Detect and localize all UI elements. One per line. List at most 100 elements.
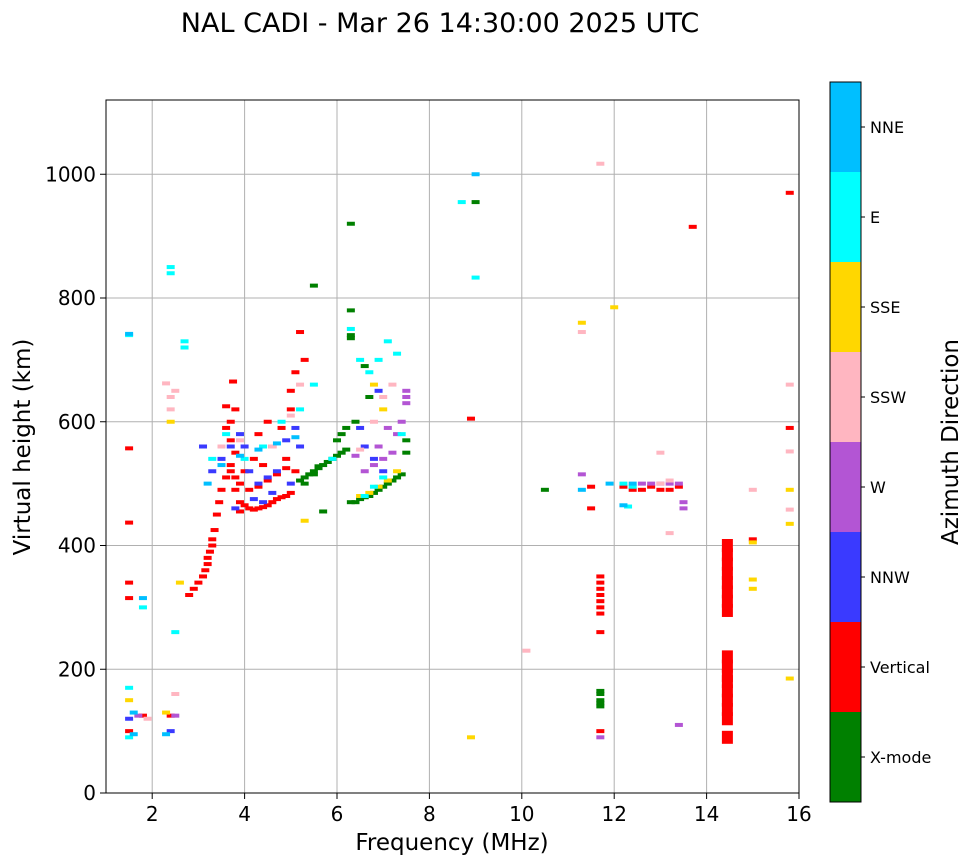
- y-tick-label: 200: [58, 657, 96, 681]
- data-point: [596, 729, 605, 734]
- data-point: [272, 472, 281, 477]
- data-point: [282, 438, 291, 443]
- data-point: [226, 419, 235, 424]
- data-point: [125, 446, 134, 451]
- data-point: [125, 698, 134, 703]
- data-point: [300, 518, 309, 523]
- colorbar-label: E: [870, 208, 880, 227]
- data-point: [235, 481, 244, 486]
- data-point: [143, 716, 152, 721]
- data-point: [721, 539, 733, 552]
- data-point: [785, 676, 794, 681]
- azimuth-colorbar: X-mode Vertical NNW W SSW SSE E NNE: [829, 81, 931, 803]
- data-point: [263, 419, 272, 424]
- data-point: [319, 509, 328, 514]
- data-point: [166, 729, 175, 734]
- data-point: [314, 464, 323, 469]
- x-tick-label: 16: [786, 802, 811, 826]
- data-point: [466, 416, 475, 421]
- data-point: [665, 487, 674, 492]
- data-point: [254, 506, 263, 511]
- data-point: [282, 456, 291, 461]
- data-point: [245, 506, 254, 511]
- data-point: [721, 594, 733, 608]
- data-point: [272, 441, 281, 446]
- colorbar-label: Vertical: [870, 658, 930, 677]
- y-tick-label: 0: [83, 781, 96, 805]
- data-point: [199, 444, 208, 449]
- data-point: [402, 388, 411, 393]
- data-point: [540, 487, 549, 492]
- data-point: [189, 586, 198, 591]
- data-point: [286, 407, 295, 412]
- data-point: [637, 487, 646, 492]
- data-point: [674, 484, 683, 489]
- data-point: [610, 305, 619, 310]
- data-point: [628, 484, 637, 489]
- data-point: [721, 659, 733, 673]
- plot-area: [106, 100, 799, 793]
- data-point: [379, 395, 388, 399]
- data-point: [785, 425, 794, 430]
- data-point: [397, 419, 406, 424]
- data-point: [166, 265, 175, 270]
- data-point: [471, 200, 480, 205]
- data-point: [379, 456, 388, 461]
- data-point: [171, 713, 180, 718]
- data-point: [619, 484, 628, 489]
- data-point: [125, 729, 134, 734]
- data-point: [374, 484, 383, 489]
- y-tick-label: 1000: [45, 162, 96, 186]
- colorbar-segment: [830, 622, 861, 712]
- data-point: [300, 357, 309, 362]
- data-point: [356, 357, 365, 362]
- data-point: [457, 200, 466, 205]
- x-axis-label: Frequency (MHz): [355, 830, 548, 856]
- data-point: [605, 481, 614, 486]
- data-point: [346, 333, 355, 338]
- data-point: [596, 605, 605, 610]
- data-point: [272, 497, 281, 502]
- x-tick-label: 8: [423, 802, 436, 826]
- data-point: [162, 732, 171, 737]
- data-point: [748, 537, 757, 542]
- data-point: [300, 475, 309, 480]
- data-point: [388, 450, 397, 455]
- data-point: [282, 494, 291, 498]
- x-tick-label: 14: [694, 802, 719, 826]
- data-point: [402, 401, 411, 406]
- data-point: [337, 432, 346, 437]
- data-point: [259, 444, 268, 449]
- data-point: [388, 382, 397, 387]
- data-point: [656, 487, 665, 492]
- data-point: [286, 481, 295, 486]
- data-point: [365, 370, 374, 375]
- data-point: [721, 712, 733, 726]
- data-point: [171, 630, 180, 635]
- data-point: [402, 395, 411, 399]
- data-point: [212, 512, 221, 517]
- data-point: [235, 453, 244, 458]
- data-point: [748, 586, 757, 591]
- data-point: [785, 507, 794, 512]
- data-point: [240, 503, 249, 508]
- data-point: [201, 568, 210, 573]
- data-point: [721, 548, 733, 562]
- colorbar-segment: [830, 172, 861, 262]
- data-point: [226, 444, 235, 449]
- data-point: [309, 469, 318, 474]
- colorbar-label: SSE: [870, 298, 900, 317]
- data-point: [263, 475, 272, 480]
- data-point: [263, 503, 272, 508]
- data-point: [333, 453, 341, 458]
- data-point: [393, 475, 402, 480]
- data-point: [309, 472, 318, 477]
- data-point: [226, 438, 235, 443]
- data-point: [296, 444, 305, 449]
- data-point: [471, 172, 480, 177]
- data-point: [748, 577, 757, 582]
- data-point: [291, 425, 300, 430]
- y-axis-label: Virtual height (km): [10, 339, 36, 556]
- data-point: [393, 351, 402, 356]
